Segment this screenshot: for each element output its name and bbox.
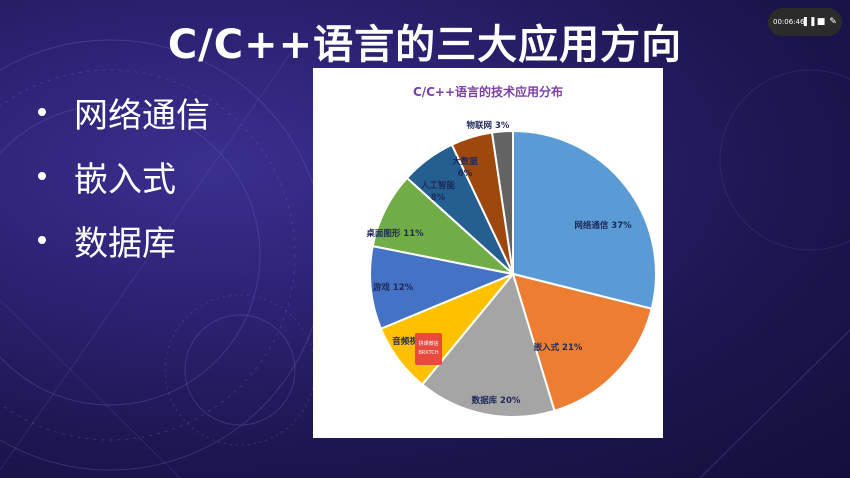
bullet-item: 网络通信 xyxy=(38,80,210,144)
slice-label-5: 桌面图形 11% xyxy=(365,228,424,239)
slice-label-0: 网络通信 37% xyxy=(574,220,632,231)
recording-toolbar: 00:06:46 ❚❚ ■ ✎ xyxy=(768,8,842,36)
bullet-list: 网络通信 嵌入式 数据库 xyxy=(38,80,210,272)
slice-label-1: 嵌入式 21% xyxy=(534,342,583,353)
pie-slice-2 xyxy=(420,271,556,418)
bullet-dot-icon xyxy=(38,108,46,116)
watermark-badge: 拼课微信 BRXTCH xyxy=(415,333,442,365)
slice-label-6: 人工智能 8% xyxy=(421,180,456,203)
pie-slice-1 xyxy=(511,272,653,413)
slice-label-2: 数据库 20% xyxy=(472,395,521,406)
bullet-dot-icon xyxy=(38,236,46,244)
bullet-text: 网络通信 xyxy=(74,95,210,136)
stop-icon[interactable]: ■ xyxy=(816,17,826,27)
watermark-line1: 拼课微信 xyxy=(418,341,439,347)
bullet-item: 嵌入式 xyxy=(38,144,210,208)
watermark-line2: BRXTCH xyxy=(418,350,439,356)
chart-title: C/C++语言的技术应用分布 xyxy=(413,84,563,99)
slide-title: C/C++语言的三大应用方向 xyxy=(167,22,683,68)
slice-label-4: 游戏 12% xyxy=(373,282,414,293)
slice-label-8: 物联网 3% xyxy=(467,120,510,131)
slice-label-7: 大数据 6% xyxy=(452,156,478,179)
pie-slice-8 xyxy=(490,129,514,275)
pie-slice-0 xyxy=(512,129,657,310)
slice-label-3: 音频视 xyxy=(392,336,418,347)
bullet-item: 数据库 xyxy=(38,208,210,272)
bullet-dot-icon xyxy=(38,172,46,180)
recording-timer: 00:06:46 xyxy=(773,18,805,26)
bullet-text: 嵌入式 xyxy=(74,159,176,200)
bullet-text: 数据库 xyxy=(74,223,176,264)
pause-icon[interactable]: ❚❚ xyxy=(801,17,817,27)
pie-chart: C/C++语言的技术应用分布 网络通信 37% 嵌入式 21% 数据库 20% 音频视… xyxy=(365,84,657,418)
pie-chart-panel: C/C++语言的技术应用分布 网络通信 37% 嵌入式 21% 数据库 20% 音频视… xyxy=(313,68,663,438)
pen-icon[interactable]: ✎ xyxy=(829,17,837,27)
pie-slice-4 xyxy=(369,244,517,331)
